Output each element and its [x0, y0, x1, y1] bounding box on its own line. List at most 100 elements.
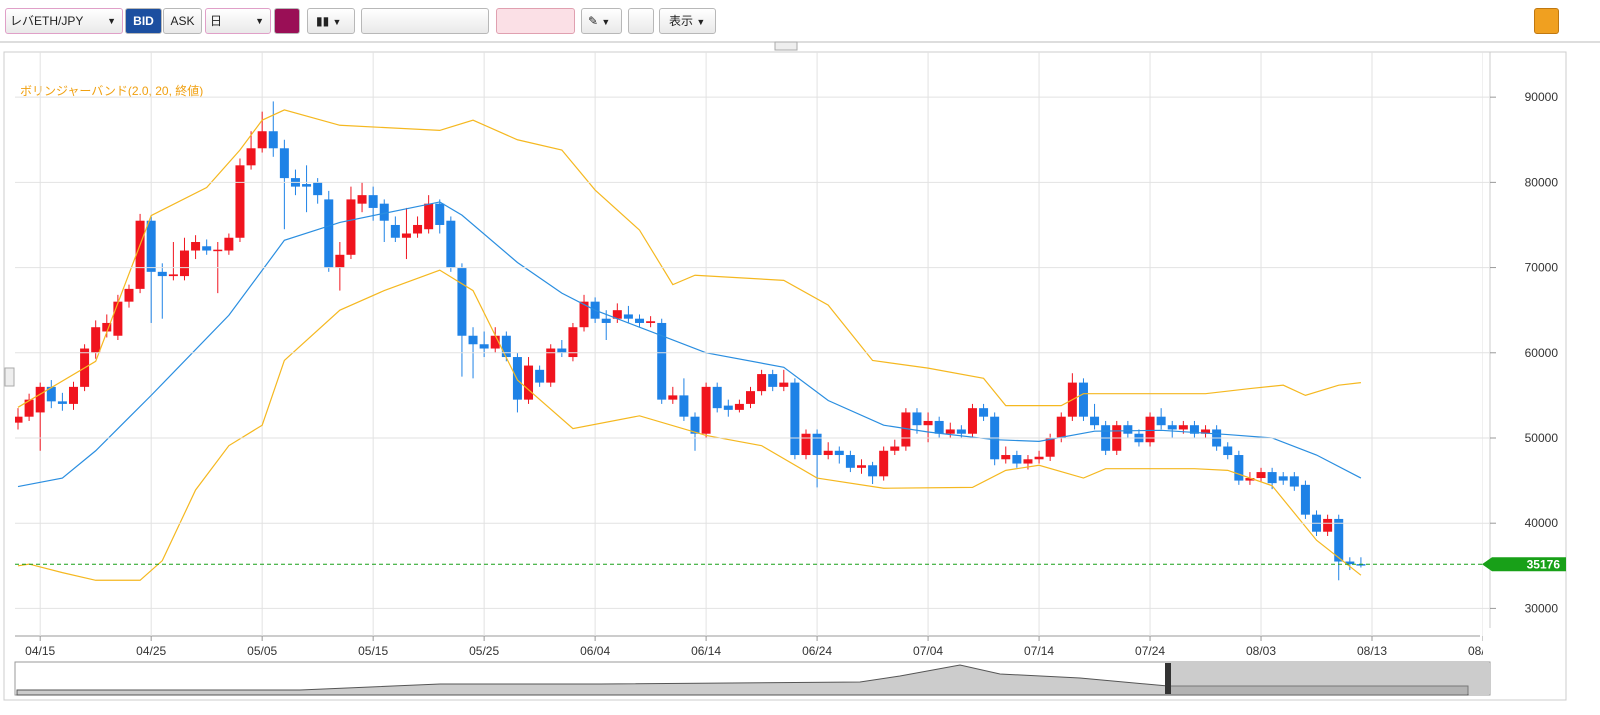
- bollinger-band: [17, 201, 1362, 488]
- chart-type-select[interactable]: ▮▮ ▼: [307, 8, 355, 34]
- candle-body: [956, 429, 966, 434]
- settings-button[interactable]: [1534, 8, 1559, 34]
- navigator-handle: [1165, 663, 1171, 694]
- candle-body: [324, 199, 334, 268]
- candle-body: [845, 455, 855, 468]
- navigator: [14, 661, 1491, 696]
- candle-body: [1167, 425, 1177, 430]
- candle-body: [690, 416, 700, 434]
- x-tick-label: 06/14: [691, 644, 721, 658]
- candle-body: [990, 416, 1000, 460]
- x-tick-label: 06/24: [802, 644, 832, 658]
- candle-body: [268, 131, 278, 149]
- candle-body: [1056, 416, 1066, 438]
- candle-body: [868, 465, 878, 477]
- y-tick-label: 60000: [1525, 346, 1559, 360]
- candle-body: [1045, 437, 1055, 457]
- zoom-tools[interactable]: [361, 8, 489, 34]
- candle-body: [601, 318, 611, 323]
- candle-body: [768, 374, 778, 387]
- candle-body: [1323, 518, 1333, 532]
- y-tick-label: 30000: [1525, 601, 1559, 615]
- candle-body: [113, 301, 123, 336]
- ask-button[interactable]: ASK: [163, 8, 202, 34]
- dropdown-arrow: ▼: [255, 16, 264, 26]
- bollinger-band: [17, 269, 1362, 581]
- candle-body: [68, 386, 78, 404]
- candle-body: [1256, 472, 1266, 479]
- candle-body: [1067, 382, 1077, 417]
- candle-body: [579, 301, 589, 328]
- candle-body: [468, 335, 478, 345]
- candle-body: [823, 450, 833, 456]
- candle-body: [1234, 455, 1244, 481]
- x-tick-label: 07/24: [1135, 644, 1165, 658]
- candle-body: [1278, 476, 1288, 481]
- candle-body: [890, 446, 900, 451]
- candle-body: [479, 344, 489, 349]
- candle-body: [1245, 478, 1255, 481]
- symbol-select[interactable]: レバETH/JPY ▼: [5, 8, 123, 34]
- candle-body: [1345, 561, 1355, 565]
- candle-body: [235, 165, 245, 238]
- bid: BID: [133, 14, 154, 28]
- compare-button[interactable]: [274, 8, 300, 34]
- candle-body: [912, 412, 922, 426]
- candle-body: [1101, 425, 1111, 451]
- candle-body: [834, 450, 844, 456]
- candle-body: [213, 249, 223, 252]
- candle-body: [179, 250, 189, 277]
- chart-frame: [3, 51, 1567, 701]
- candle-body: [790, 382, 800, 456]
- indicator-button[interactable]: [628, 8, 654, 34]
- candle-body: [24, 399, 34, 417]
- candle-body: [35, 386, 45, 413]
- draw-tools[interactable]: [496, 8, 575, 34]
- x-tick-label: 06/04: [580, 644, 610, 658]
- dropdown-arrow: ▼: [107, 16, 116, 26]
- candle-body: [302, 184, 312, 187]
- candle-body: [901, 412, 911, 447]
- candle-body: [945, 429, 955, 434]
- candle-body: [1023, 459, 1033, 464]
- candle-body: [535, 369, 545, 383]
- y-tick-label: 40000: [1525, 516, 1559, 530]
- period-select[interactable]: 日 ▼: [205, 8, 271, 34]
- candle-body: [102, 322, 112, 332]
- y-tick-label: 50000: [1525, 431, 1559, 445]
- candle-body: [457, 267, 467, 336]
- candle-body: [335, 254, 345, 268]
- candle-body: [746, 391, 755, 404]
- x-tick-label: 05/15: [358, 644, 388, 658]
- x-tick-label: 07/14: [1024, 644, 1054, 658]
- view-select[interactable]: 表示 ▼: [659, 8, 716, 34]
- symbol: レバETH/JPY: [10, 14, 84, 28]
- candle-body: [257, 131, 267, 149]
- candle-body: [1090, 416, 1100, 426]
- candle-body: [1356, 564, 1366, 566]
- candle-body: [1201, 429, 1211, 434]
- ask: ASK: [170, 14, 195, 28]
- bid-button[interactable]: BID: [125, 8, 162, 34]
- candle-body: [635, 318, 645, 323]
- candle-body: [546, 348, 556, 383]
- candle-body: [313, 182, 323, 196]
- candle-body: [368, 195, 378, 208]
- candle-body: [701, 386, 711, 434]
- candle-body: [1178, 425, 1188, 430]
- candle-body: [346, 199, 356, 255]
- candle-body: [413, 224, 423, 234]
- pen-select[interactable]: ✎ ▼: [581, 8, 622, 34]
- candle-body: [501, 335, 511, 358]
- candle-body: [1312, 514, 1322, 532]
- bollinger-band: [17, 109, 1361, 408]
- candle-body: [424, 203, 434, 230]
- candle-body: [1300, 484, 1310, 515]
- candle-body: [1034, 456, 1044, 460]
- candle-body: [1078, 382, 1088, 417]
- candle-body: [446, 220, 456, 268]
- candle-body: [1189, 425, 1199, 434]
- candle-body: [779, 382, 789, 387]
